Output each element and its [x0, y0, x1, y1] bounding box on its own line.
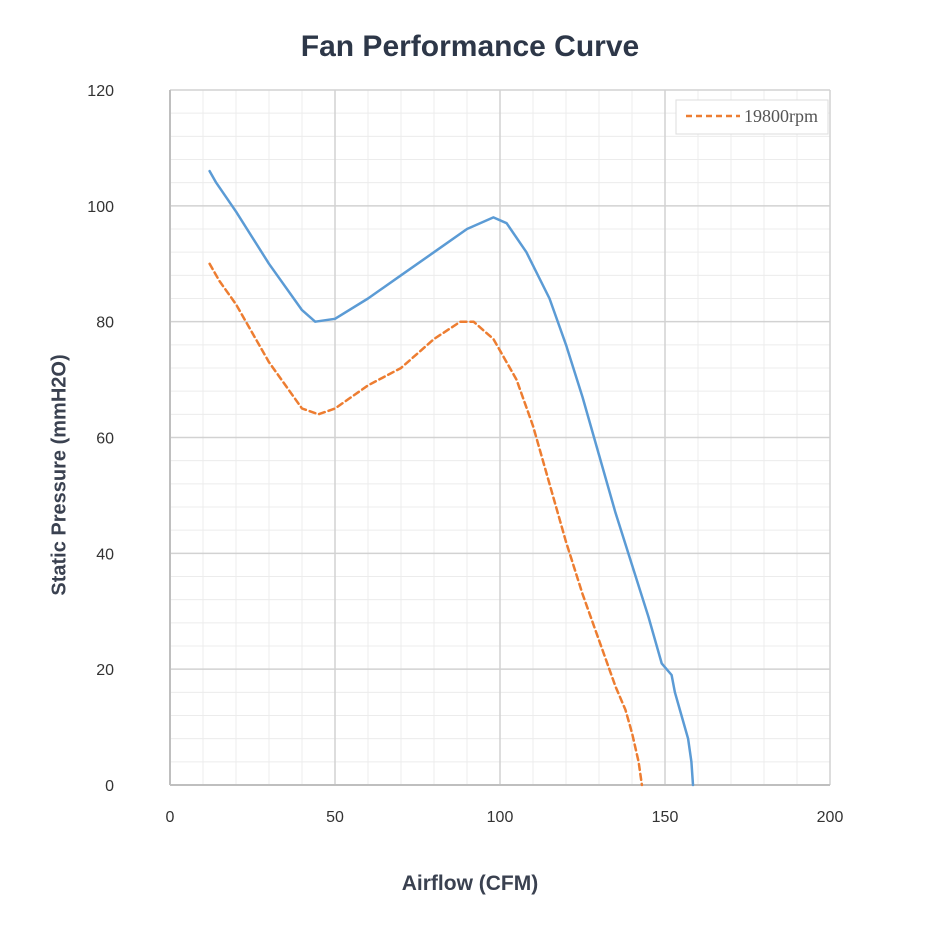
y-tick-label: 20 — [96, 662, 114, 679]
y-tick-label: 60 — [96, 431, 114, 448]
chart-title: Fan Performance Curve — [300, 30, 640, 63]
legend-label: 19800rpm — [744, 106, 818, 126]
tick-labels: 0 50 100 150 200 0 20 40 60 80 100 120 — [87, 83, 843, 826]
y-tick-label: 80 — [96, 315, 114, 332]
x-tick-label: 0 — [166, 809, 175, 826]
series-line-1 — [208, 169, 695, 787]
y-tick-label: 40 — [96, 546, 114, 563]
legend: 19800rpm — [675, 99, 829, 135]
x-tick-label: 200 — [817, 809, 844, 826]
y-tick-label: 100 — [87, 199, 114, 216]
grid — [169, 89, 831, 786]
series-lines — [208, 169, 695, 787]
x-tick-label: 150 — [652, 809, 679, 826]
x-axis-label: Airflow (CFM) — [401, 872, 539, 895]
y-tick-label: 120 — [87, 83, 114, 100]
x-tick-label: 50 — [326, 809, 344, 826]
axes — [169, 90, 830, 786]
series-line-2 — [208, 262, 644, 787]
y-tick-label: 0 — [105, 778, 114, 795]
x-tick-label: 100 — [487, 809, 514, 826]
